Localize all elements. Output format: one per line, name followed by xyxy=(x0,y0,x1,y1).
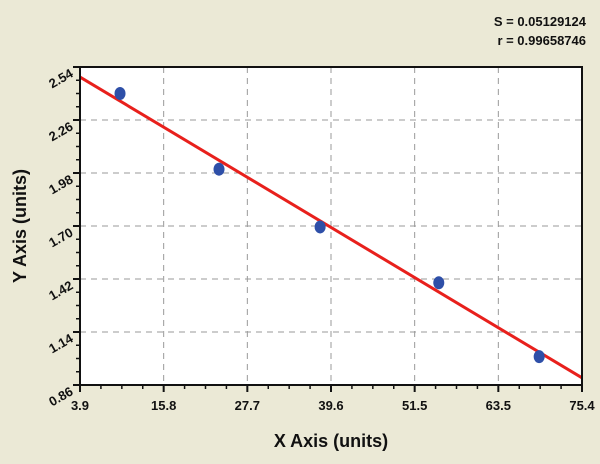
x-tick-label: 63.5 xyxy=(486,398,511,413)
data-point xyxy=(533,350,545,364)
data-points xyxy=(114,87,545,364)
y-tick-label: 1.98 xyxy=(46,172,75,198)
x-axis-label: X Axis (units) xyxy=(274,431,388,451)
y-tick-label: 1.42 xyxy=(46,278,75,304)
x-tick-label: 3.9 xyxy=(71,398,89,413)
fit-statistics: S = 0.05129124 r = 0.99658746 xyxy=(494,12,586,50)
y-tick-label: 2.54 xyxy=(46,65,76,91)
y-axis-label: Y Axis (units) xyxy=(10,169,30,283)
grid xyxy=(80,67,582,385)
data-point xyxy=(314,220,326,234)
y-tick-label: 1.70 xyxy=(46,225,75,251)
data-point xyxy=(114,87,126,100)
data-point xyxy=(213,162,225,176)
r-value: r = 0.99658746 xyxy=(497,33,586,48)
y-tick-label: 1.14 xyxy=(46,330,76,356)
x-tick-label: 39.6 xyxy=(318,398,343,413)
x-tick-label: 27.7 xyxy=(235,398,260,413)
s-value: S = 0.05129124 xyxy=(493,14,586,29)
y-tick-label: 2.26 xyxy=(46,119,75,145)
plot-frame xyxy=(79,66,583,386)
data-point xyxy=(433,276,445,290)
x-tick-label: 15.8 xyxy=(151,398,176,413)
fit-line xyxy=(79,75,583,380)
x-tick-label: 75.4 xyxy=(569,398,595,413)
x-tick-label: 51.5 xyxy=(402,398,427,413)
